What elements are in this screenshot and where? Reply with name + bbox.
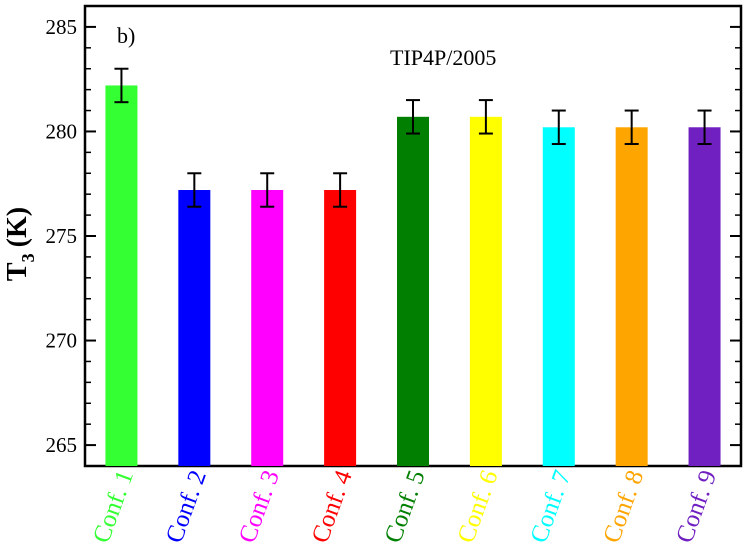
error-bar-9 [697,109,712,145]
category-label-3: Conf. 3 [234,467,285,547]
y-tick-label: 275 [46,224,78,248]
y-axis-label-unit: (K) [2,207,33,247]
bar-6 [469,116,502,467]
error-bar-2 [187,172,202,208]
bars [105,85,721,467]
category-label-4: Conf. 4 [307,466,358,546]
category-label-2: Conf. 2 [161,467,212,547]
error-bar-8 [624,109,639,145]
bar-7 [542,127,575,466]
category-labels: Conf. 1 Conf. 2 Conf. 3 Conf. 4 Conf. 5 Conf.… [88,466,722,546]
error-bar-7 [551,109,566,145]
bar-1 [105,85,138,467]
bar-4 [324,190,357,466]
y-tick-label: 280 [46,119,78,143]
model-annotation: TIP4P/2005 [390,45,496,70]
category-label-6: Conf. 6 [453,467,504,547]
category-label-8: Conf. 8 [598,467,649,547]
panel-label: b) [117,23,135,48]
error-bar-4 [333,172,348,208]
error-bar-5 [406,99,420,135]
bar-2 [178,190,211,466]
bar-9 [688,127,721,466]
bar-3 [251,190,284,466]
error-bar-3 [260,172,275,208]
y-tick-label: 270 [46,329,78,353]
bar-8 [615,127,648,466]
category-label-1: Conf. 1 [88,467,139,547]
y-axis-label-main: T [2,262,33,281]
error-bars [114,67,712,208]
y-tick-label: 265 [46,433,78,457]
category-label-7: Conf. 7 [525,467,576,547]
y-axis-label: T3 (K) [2,207,38,281]
error-bar-6 [478,99,493,135]
category-label-5: Conf. 5 [380,467,431,547]
y-axis-label-subscript: 3 [18,253,38,262]
error-bar-1 [114,67,129,104]
bar-5 [397,116,429,467]
category-label-9: Conf. 9 [671,467,722,547]
y-tick-label: 285 [46,15,78,39]
